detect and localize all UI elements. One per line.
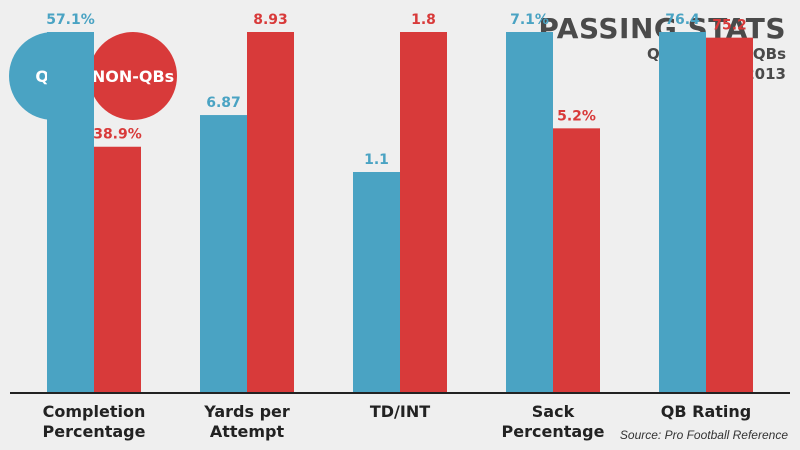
bar-qb-3: [353, 172, 400, 392]
category-label-line: Sack: [531, 402, 575, 421]
category-label-2: Yards per Attempt: [172, 402, 322, 442]
category-label-line: Yards per: [204, 402, 290, 421]
data-label-qb-1: 57.1%: [46, 12, 95, 28]
bar-qb-1: [47, 32, 94, 392]
category-label-line: Attempt: [209, 422, 285, 441]
data-label-qb-4: 7.1%: [510, 12, 549, 28]
legend-nonqb-label: NON-QBs: [91, 66, 175, 86]
bar-qb-2: [200, 115, 247, 393]
data-label-qb-3: 1.1: [364, 152, 389, 168]
data-label-qb-5: 76.4: [665, 12, 700, 28]
data-label-nonqb-5: 75.2: [712, 18, 747, 34]
source-note: Source: Pro Football Reference: [619, 428, 788, 442]
category-label-line: Percentage: [501, 422, 605, 441]
data-label-qb-2: 6.87: [206, 95, 241, 111]
category-label-4: Sack Percentage: [478, 402, 628, 442]
category-label-1: Completion Percentage: [19, 402, 169, 442]
bar-qb-4: [506, 32, 553, 392]
category-label-line: QB Rating: [660, 402, 752, 421]
bar-nonqb-4: [553, 128, 600, 393]
category-label-line: Completion: [42, 402, 146, 421]
category-label-line: Percentage: [42, 422, 146, 441]
bar-nonqb-2: [247, 32, 294, 392]
bar-nonqb-5: [706, 37, 753, 392]
category-label-line: TD/INT: [369, 402, 431, 421]
data-label-nonqb-2: 8.93: [253, 12, 288, 28]
category-label-5: QB Rating: [631, 402, 781, 422]
bar-nonqb-1: [94, 146, 141, 392]
data-label-nonqb-1: 38.9%: [93, 127, 142, 143]
bar-nonqb-3: [400, 32, 447, 392]
data-label-nonqb-3: 1.8: [411, 12, 436, 28]
legend-nonqb-circle: NON-QBs: [89, 32, 177, 120]
data-label-nonqb-4: 5.2%: [557, 108, 596, 124]
category-label-3: TD/INT: [325, 402, 475, 422]
bar-qb-5: [659, 32, 706, 392]
